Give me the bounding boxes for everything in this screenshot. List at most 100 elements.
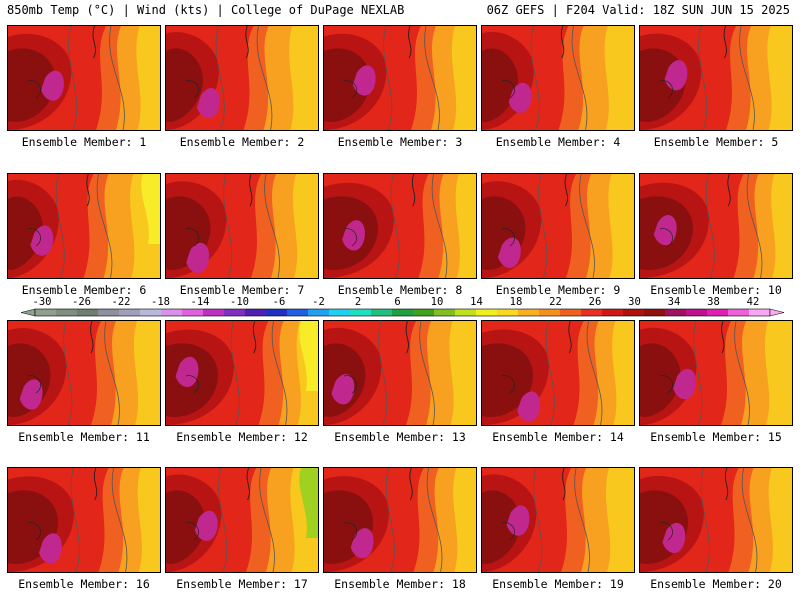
temp-region-maroon xyxy=(482,343,534,417)
height-contour xyxy=(431,174,448,278)
height-contour xyxy=(746,174,763,278)
ensemble-member-caption: Ensemble Member: 8 xyxy=(337,283,463,297)
state-border xyxy=(27,375,41,394)
temp-region-magenta xyxy=(331,374,355,405)
ensemble-member-caption: Ensemble Member: 12 xyxy=(176,430,308,444)
colorbar-segment xyxy=(98,309,120,316)
colorbar-segment xyxy=(707,309,729,316)
coastline xyxy=(560,26,565,59)
colorbar-graphic xyxy=(20,308,785,317)
temp-region-yellow xyxy=(299,321,318,391)
ensemble-map-panel xyxy=(165,467,319,573)
colorbar-tick-label: -6 xyxy=(272,296,286,308)
colorbar-tick-label: 34 xyxy=(667,296,681,308)
temp-region-magenta xyxy=(350,528,374,559)
temp-region-magenta xyxy=(41,70,64,101)
colorbar-segment xyxy=(266,309,288,316)
colorbar-segment xyxy=(161,309,183,316)
state-border xyxy=(27,80,41,99)
coastline xyxy=(409,468,413,501)
coastline xyxy=(564,174,568,207)
temp-region-magenta xyxy=(175,356,199,388)
ensemble-map-panel xyxy=(323,173,477,279)
coastline xyxy=(86,174,90,207)
height-contour xyxy=(586,321,603,425)
colorbar-tick-label: 26 xyxy=(588,296,602,308)
ensemble-map-panel xyxy=(7,173,161,279)
colorbar-tick-label: 14 xyxy=(470,296,483,308)
height-contour xyxy=(383,26,393,130)
coastline xyxy=(405,321,409,354)
height-contour xyxy=(385,468,395,572)
colorbar-segment xyxy=(539,309,561,316)
chart-title-right: 06Z GEFS | F204 Valid: 18Z SUN JUN 15 20… xyxy=(486,3,790,17)
temp-region-yellow-orange xyxy=(453,468,476,572)
state-border xyxy=(501,375,515,394)
temp-region-yellow-orange xyxy=(768,468,792,572)
height-contour xyxy=(271,321,288,425)
height-contour xyxy=(111,468,128,572)
temperature-map xyxy=(166,468,318,572)
temp-region-maroon xyxy=(324,48,371,122)
temperature-map xyxy=(8,468,160,572)
colorbar-tick-label: 30 xyxy=(628,296,641,308)
temperature-map xyxy=(166,321,318,425)
ensemble-member-caption: Ensemble Member: 2 xyxy=(179,135,305,149)
ensemble-map-panel xyxy=(7,25,161,131)
ensemble-member-caption: Ensemble Member: 5 xyxy=(653,135,779,149)
ensemble-map-panel xyxy=(639,173,793,279)
temperature-map xyxy=(324,174,476,278)
chart-title-left: 850mb Temp (°C) | Wind (kts) | College o… xyxy=(7,3,405,17)
temp-region-magenta xyxy=(194,510,218,541)
temp-region-maroon xyxy=(166,490,206,564)
temp-region-yellow xyxy=(141,174,160,244)
colorbar-tick-label: 22 xyxy=(549,296,562,308)
ensemble-map-panel xyxy=(639,467,793,573)
coastline xyxy=(723,26,727,59)
height-contour xyxy=(264,174,280,278)
colorbar-segment xyxy=(581,309,603,316)
colorbar-tick-label: 2 xyxy=(354,296,362,308)
coastline xyxy=(408,26,412,59)
temp-region-yellow-orange xyxy=(136,26,160,130)
ensemble-member-caption: Ensemble Member: 10 xyxy=(650,283,782,297)
colorbar-segment xyxy=(413,309,435,316)
temp-region-yellow-orange xyxy=(292,174,318,278)
ensemble-map-panel xyxy=(7,467,161,573)
colorbar-segment xyxy=(224,309,246,316)
colorbar-segment xyxy=(350,309,372,316)
coastline xyxy=(411,174,416,207)
coastline xyxy=(724,468,729,501)
height-contour xyxy=(426,468,443,572)
state-border xyxy=(27,522,41,541)
ensemble-member-caption: Ensemble Member: 4 xyxy=(495,135,621,149)
ensemble-member-caption: Ensemble Member: 17 xyxy=(176,577,308,591)
ensemble-map-panel xyxy=(639,320,793,426)
height-contour xyxy=(530,26,540,130)
temperature-map xyxy=(482,174,634,278)
state-border xyxy=(501,80,515,99)
temp-region-magenta xyxy=(673,368,696,400)
colorbar-segment xyxy=(308,309,330,316)
coastline xyxy=(568,321,572,354)
state-border xyxy=(27,228,41,247)
height-contour xyxy=(693,321,703,425)
coastline xyxy=(245,26,249,59)
height-contour xyxy=(104,321,120,425)
height-contour xyxy=(218,468,228,572)
colorbar-segment xyxy=(119,309,141,316)
height-contour xyxy=(533,468,543,572)
temperature-map xyxy=(324,26,476,130)
colorbar-segment xyxy=(287,309,309,316)
ensemble-map-panel xyxy=(323,320,477,426)
ensemble-map-panel xyxy=(165,25,319,131)
ensemble-map-panel xyxy=(481,467,635,573)
ensemble-member-caption: Ensemble Member: 16 xyxy=(18,577,150,591)
height-contour xyxy=(571,26,588,130)
temp-region-magenta xyxy=(664,60,688,91)
colorbar-tick-label: -18 xyxy=(151,296,170,308)
temp-region-yellow-orange xyxy=(137,468,160,572)
ensemble-member-caption: Ensemble Member: 20 xyxy=(650,577,782,591)
temp-region-magenta xyxy=(498,237,521,268)
height-contour xyxy=(424,26,440,130)
